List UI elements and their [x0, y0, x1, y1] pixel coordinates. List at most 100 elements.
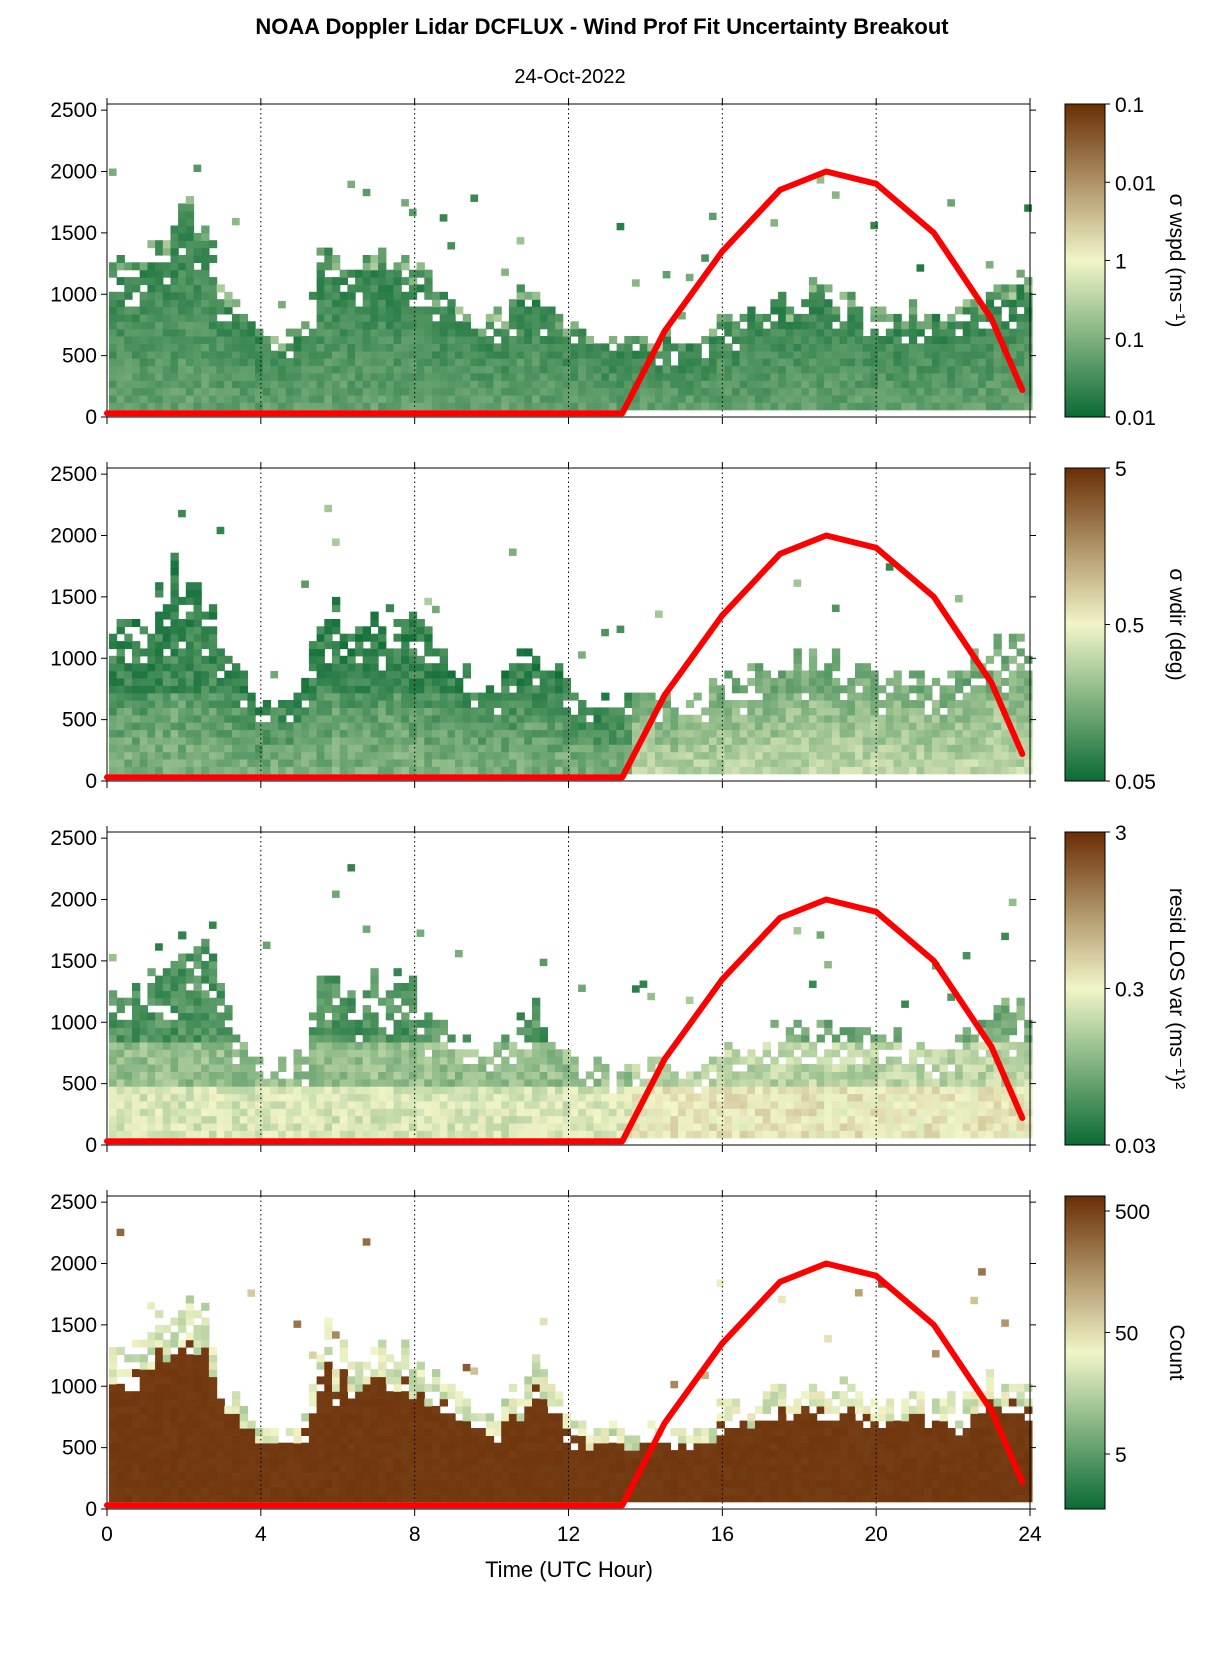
- heatmap-cell: [978, 358, 986, 366]
- heatmap-cell: [147, 299, 155, 307]
- heatmap-cell: [801, 1027, 809, 1035]
- heatmap-cell: [963, 737, 971, 745]
- heatmap-cell: [171, 1123, 179, 1131]
- heatmap-cell: [809, 715, 817, 723]
- heatmap-cell: [378, 284, 386, 292]
- heatmap-cell: [455, 365, 463, 373]
- heatmap-cell: [240, 1123, 248, 1131]
- heatmap-cells: [109, 505, 1033, 775]
- heatmap-cell: [370, 336, 378, 344]
- heatmap-cell: [401, 626, 409, 634]
- heatmap-cell: [532, 1012, 540, 1020]
- heatmap-cell: [840, 1042, 848, 1050]
- heatmap-cell: [478, 759, 486, 767]
- heatmap-cell: [624, 380, 632, 388]
- heatmap-cell: [909, 671, 917, 679]
- heatmap-cell: [309, 752, 317, 760]
- heatmap-cell: [201, 314, 209, 322]
- heatmap-cell: [694, 766, 702, 774]
- heatmap-cell: [855, 766, 863, 774]
- heatmap-cell: [947, 321, 955, 329]
- heatmap-cell: [540, 1101, 548, 1109]
- heatmap-cell: [840, 336, 848, 344]
- heatmap-cell: [755, 678, 763, 686]
- heatmap-cell: [140, 722, 148, 730]
- heatmap-cell: [178, 693, 186, 701]
- heatmap-cell: [894, 388, 902, 396]
- heatmap-cell: [517, 1057, 525, 1065]
- heatmap-cell: [747, 759, 755, 767]
- heatmap-cell: [447, 1057, 455, 1065]
- heatmap-cell: [140, 626, 148, 634]
- y-tick-label: 1500: [50, 586, 97, 609]
- heatmap-cell: [163, 707, 171, 715]
- colorbar-tick-label: 0.1: [1115, 329, 1144, 352]
- heatmap-cell: [994, 292, 1002, 300]
- heatmap-cell: [786, 395, 794, 403]
- heatmap-cell: [263, 722, 271, 730]
- heatmap-cell: [294, 1093, 302, 1101]
- heatmap-cell: [832, 351, 840, 359]
- heatmap-cell: [363, 388, 371, 396]
- heatmap-cell: [847, 1130, 855, 1138]
- heatmap-cell: [478, 380, 486, 388]
- heatmap-cell: [132, 722, 140, 730]
- heatmap-cell: [594, 343, 602, 351]
- heatmap-cell: [755, 729, 763, 737]
- heatmap-cell: [217, 663, 225, 671]
- heatmap-cell: [609, 729, 617, 737]
- heatmap-cell: [494, 744, 502, 752]
- heatmap-cell: [663, 715, 671, 723]
- heatmap-cell: [555, 402, 563, 410]
- heatmap-cell: [432, 321, 440, 329]
- heatmap-cell: [147, 240, 155, 248]
- heatmap-cell: [363, 766, 371, 774]
- heatmap-cell: [209, 722, 217, 730]
- heatmap-cell: [470, 693, 478, 701]
- heatmap-cell: [217, 365, 225, 373]
- heatmap-cell: [317, 1108, 325, 1116]
- heatmap-cell: [255, 1130, 263, 1138]
- heatmap-cell: [178, 1130, 186, 1138]
- heatmap-cell: [171, 1064, 179, 1072]
- heatmap-cell: [424, 1027, 432, 1035]
- heatmap-cell: [201, 939, 209, 947]
- heatmap-cell: [578, 365, 586, 373]
- heatmap-cell: [186, 612, 194, 620]
- heatmap-cell: [494, 373, 502, 381]
- heatmap-cell: [578, 985, 586, 992]
- heatmap-cell: [540, 1027, 548, 1035]
- heatmap-cell: [409, 307, 417, 315]
- heatmap-cell: [540, 388, 548, 396]
- heatmap-cell: [547, 1042, 555, 1050]
- heatmap-cell: [917, 678, 925, 686]
- heatmap-cell: [432, 351, 440, 359]
- heatmap-cell: [994, 358, 1002, 366]
- heatmap-cell: [824, 380, 832, 388]
- heatmap-cell: [194, 248, 202, 256]
- heatmap-cell: [709, 1108, 717, 1116]
- heatmap-cell: [163, 626, 171, 634]
- heatmap-cell: [186, 744, 194, 752]
- heatmap-cell: [555, 395, 563, 403]
- heatmap-cell: [194, 314, 202, 322]
- heatmap-cell: [186, 766, 194, 774]
- heatmap-cell: [163, 358, 171, 366]
- heatmap-cell: [386, 752, 394, 760]
- heatmap-cell: [678, 744, 686, 752]
- heatmap-cell: [317, 299, 325, 307]
- heatmap-cell: [363, 395, 371, 403]
- heatmap-cell: [578, 329, 586, 337]
- heatmap-cell: [563, 678, 571, 686]
- heatmap-cell: [224, 321, 232, 329]
- heatmap-cell: [301, 373, 309, 381]
- heatmap-cell: [770, 343, 778, 351]
- heatmap-cell: [578, 766, 586, 774]
- heatmap-cell: [478, 700, 486, 708]
- heatmap-cell: [970, 700, 978, 708]
- heatmap-cell: [424, 766, 432, 774]
- heatmap-cell: [224, 329, 232, 337]
- heatmap-cell: [247, 336, 255, 344]
- heatmap-cell: [340, 321, 348, 329]
- heatmap-cell: [555, 663, 563, 671]
